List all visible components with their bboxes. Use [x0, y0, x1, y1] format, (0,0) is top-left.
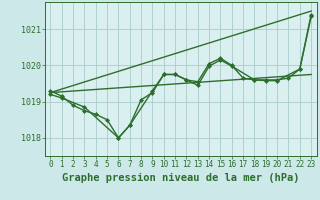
X-axis label: Graphe pression niveau de la mer (hPa): Graphe pression niveau de la mer (hPa): [62, 173, 300, 183]
